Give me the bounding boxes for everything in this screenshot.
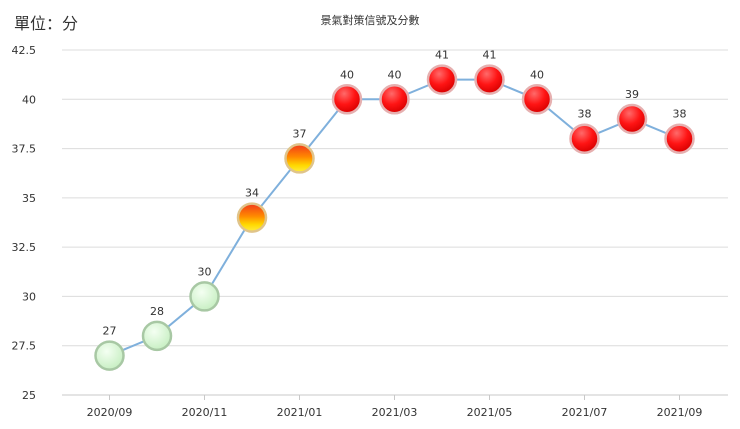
data-label: 27 [103, 325, 117, 338]
x-axis-tick-labels: 2020/09 2020/11 2021/01 2021/03 2021/05 2021/… [87, 406, 703, 419]
y-tick-label: 35 [22, 192, 36, 205]
series [109, 78, 680, 357]
data-point [664, 123, 695, 154]
data-label: 39 [625, 88, 639, 101]
data-label: 34 [245, 187, 259, 200]
y-tick-label: 42.5 [12, 44, 37, 57]
data-points [94, 64, 695, 371]
x-tick-label: 2021/05 [467, 406, 513, 419]
x-tick-label: 2021/01 [277, 406, 323, 419]
data-point [331, 84, 363, 115]
data-label: 37 [293, 127, 307, 140]
y-tick-label: 32.5 [12, 241, 37, 254]
y-tick-label: 37.5 [12, 143, 37, 156]
series-line [109, 78, 680, 357]
data-point [94, 340, 125, 371]
data-label: 41 [435, 49, 449, 62]
data-label: 40 [530, 68, 544, 81]
data-point [474, 64, 505, 95]
y-tick-label: 25 [22, 389, 36, 402]
data-point [379, 84, 410, 115]
data-label: 40 [340, 68, 354, 81]
data-label: 30 [198, 265, 212, 278]
x-tick-label: 2021/07 [562, 406, 608, 419]
data-point [569, 123, 600, 154]
axes [62, 394, 728, 400]
chart-title: 景氣對策信號及分數 [320, 14, 420, 27]
y-tick-label: 27.5 [12, 340, 37, 353]
data-labels: 27 28 30 34 37 40 40 41 41 40 38 39 38 [103, 49, 687, 338]
data-point [236, 202, 268, 233]
unit-label: 單位：分 [14, 14, 79, 33]
data-label: 38 [578, 108, 592, 121]
data-label: 28 [150, 305, 164, 318]
data-point [616, 103, 648, 135]
data-point [521, 84, 553, 115]
x-tick-label: 2020/11 [182, 406, 228, 419]
data-point [189, 281, 220, 312]
x-tick-label: 2021/03 [372, 406, 418, 419]
y-axis-tick-labels: 25 27.5 30 32.5 35 37.5 40 42.5 [12, 44, 37, 402]
data-label: 40 [388, 68, 402, 81]
x-tick-label: 2021/09 [657, 406, 703, 419]
data-label: 41 [483, 49, 497, 62]
data-point [284, 143, 315, 174]
data-point [426, 64, 458, 95]
y-tick-label: 40 [22, 93, 36, 106]
data-point [141, 320, 173, 352]
x-tick-label: 2020/09 [87, 406, 133, 419]
y-tick-label: 30 [22, 290, 36, 303]
data-label: 38 [673, 108, 687, 121]
